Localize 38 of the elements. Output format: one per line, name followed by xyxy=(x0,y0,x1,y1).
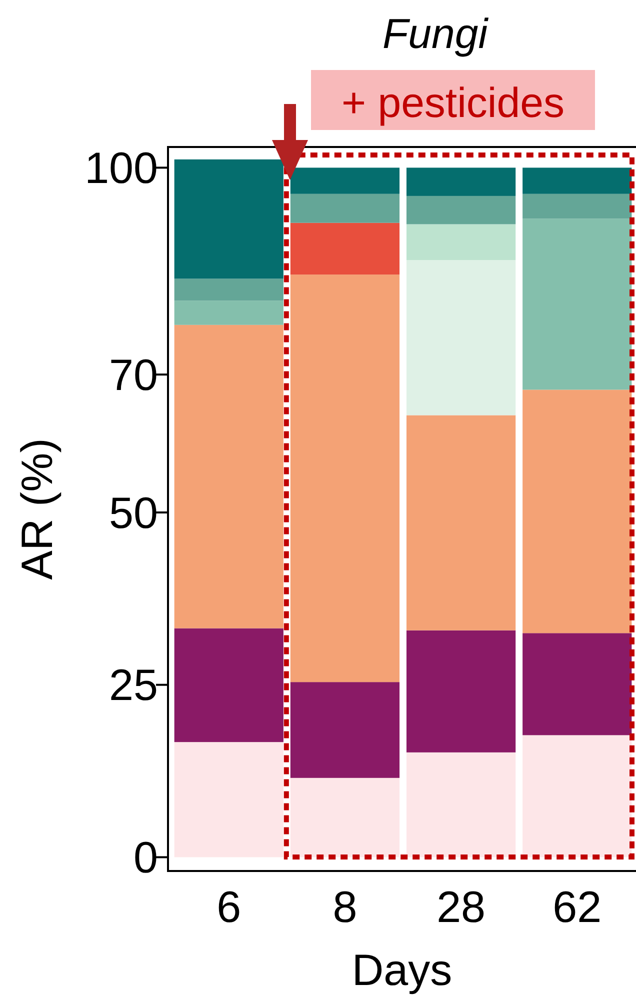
bar xyxy=(406,260,516,416)
bar xyxy=(174,628,284,742)
x-tick-label: 8 xyxy=(332,883,358,932)
bar xyxy=(522,168,632,194)
bar xyxy=(522,390,632,634)
y-tick-label: 25 xyxy=(109,661,158,710)
x-tick-label: 28 xyxy=(436,883,486,932)
bar xyxy=(522,218,632,390)
bar xyxy=(522,194,632,219)
y-tick-label: 70 xyxy=(109,350,158,400)
chart-title: Fungi xyxy=(382,10,490,57)
x-tick-label: 62 xyxy=(552,883,602,932)
bar xyxy=(406,168,516,196)
bar xyxy=(406,415,516,630)
bar xyxy=(290,274,400,682)
bar xyxy=(290,778,400,858)
bar xyxy=(406,224,516,260)
x-axis-title: Days xyxy=(352,946,452,995)
y-tick-label: 50 xyxy=(109,488,158,538)
x-tick-label: 6 xyxy=(216,883,242,932)
bar xyxy=(174,742,284,858)
bar xyxy=(522,633,632,736)
bar xyxy=(290,194,400,223)
bar xyxy=(522,735,632,858)
bar xyxy=(290,168,400,194)
bar xyxy=(290,682,400,778)
bar xyxy=(406,630,516,752)
bar xyxy=(174,324,284,628)
y-axis-title: AR (%) xyxy=(13,438,62,580)
bar xyxy=(406,752,516,858)
bar xyxy=(174,300,284,325)
bar xyxy=(174,159,284,279)
y-tick-label: 100 xyxy=(84,144,158,194)
y-tick-label: 0 xyxy=(134,834,158,883)
chart-subtitle: + pesticides xyxy=(342,79,564,126)
bar xyxy=(406,196,516,224)
bar xyxy=(290,222,400,275)
bar xyxy=(174,278,284,301)
